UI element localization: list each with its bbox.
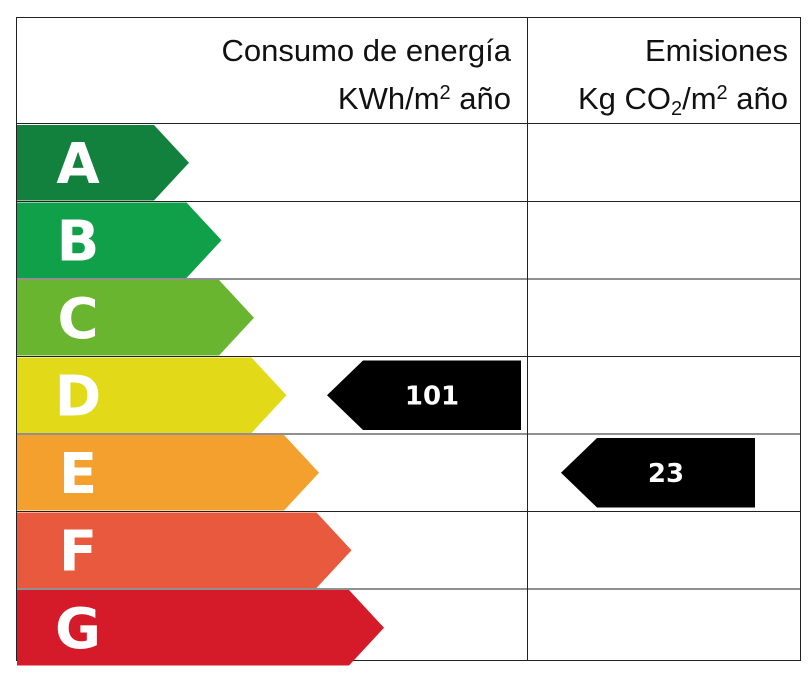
band-a bbox=[17, 125, 189, 201]
consumo-header: Consumo de energía KWh/m2 año bbox=[221, 30, 511, 120]
emisiones-value: 23 bbox=[648, 459, 684, 489]
band-b bbox=[17, 202, 222, 278]
consumo-unit: KWh/m2 año bbox=[337, 81, 511, 116]
band-letter-b: B bbox=[57, 209, 100, 274]
emisiones-marker bbox=[561, 438, 755, 508]
band-letter-f: F bbox=[59, 519, 97, 584]
band-letter-d: D bbox=[55, 364, 101, 429]
consumo-marker bbox=[327, 360, 521, 430]
band-letter-g: G bbox=[55, 597, 101, 662]
consumo-value: 101 bbox=[405, 381, 459, 411]
emisiones-header: Emisiones Kg CO2/m2 año bbox=[578, 30, 788, 130]
band-letter-a: A bbox=[56, 132, 100, 197]
consumo-title: Consumo de energía bbox=[221, 33, 511, 68]
emisiones-title: Emisiones bbox=[645, 33, 788, 68]
band-c bbox=[17, 280, 254, 356]
band-letter-e: E bbox=[59, 442, 97, 507]
header-divider bbox=[16, 123, 801, 124]
band-f bbox=[17, 512, 352, 588]
band-d bbox=[17, 357, 287, 433]
emisiones-unit: Kg CO2/m2 año bbox=[577, 81, 788, 120]
band-letter-c: C bbox=[57, 287, 98, 352]
energy-label-frame bbox=[16, 17, 801, 661]
band-g bbox=[17, 590, 384, 666]
band-e bbox=[17, 435, 319, 511]
column-divider bbox=[527, 17, 528, 661]
